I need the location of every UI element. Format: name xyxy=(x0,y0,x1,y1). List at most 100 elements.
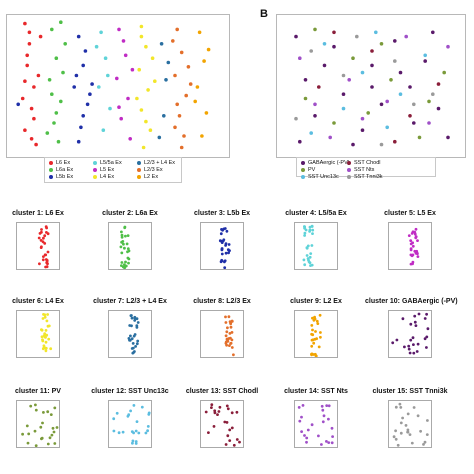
scatter-point xyxy=(144,44,148,49)
scatter-point xyxy=(126,256,130,260)
scatter-point xyxy=(45,226,48,230)
legend-item: L5/5a Ex xyxy=(93,160,122,167)
scatter-point xyxy=(427,121,431,125)
scatter-point xyxy=(25,424,29,428)
legend-marker xyxy=(93,174,97,179)
scatter-point xyxy=(25,53,30,58)
scatter-point xyxy=(220,258,224,262)
scatter-point xyxy=(50,92,54,96)
scatter-point xyxy=(404,424,408,427)
scatter-point xyxy=(235,410,239,414)
scatter-point xyxy=(409,338,413,342)
scatter-point xyxy=(411,241,414,245)
scatter-point xyxy=(42,344,46,348)
scatter-point xyxy=(302,258,306,262)
scatter-point xyxy=(38,34,43,39)
scatter-point xyxy=(396,443,400,447)
scatter-point xyxy=(45,131,50,135)
cluster-scatter-svg xyxy=(218,227,231,269)
scatter-point xyxy=(322,63,327,68)
scatter-point xyxy=(171,39,175,43)
scatter-point xyxy=(310,244,314,247)
legend-marker xyxy=(137,167,141,172)
scatter-point xyxy=(186,65,191,69)
scatter-point xyxy=(41,317,45,320)
scatter-point xyxy=(408,85,412,89)
scatter-point xyxy=(331,435,334,438)
scatter-point xyxy=(42,255,45,258)
cluster-title: cluster 1: L6 Ex xyxy=(12,210,64,217)
scatter-point xyxy=(50,27,54,32)
scatter-point xyxy=(311,338,315,342)
scatter-point xyxy=(179,50,184,55)
scatter-point xyxy=(144,431,148,435)
scatter-point xyxy=(85,102,90,107)
scatter-point xyxy=(61,70,65,75)
scatter-point xyxy=(322,414,326,418)
scatter-point xyxy=(54,56,59,60)
scatter-point xyxy=(325,404,329,407)
cluster-plot xyxy=(294,400,338,448)
cluster-plot xyxy=(294,222,338,270)
scatter-point xyxy=(130,314,133,317)
scatter-point xyxy=(218,405,222,409)
scatter-point xyxy=(123,263,126,267)
scatter-point xyxy=(436,82,441,86)
scatter-point xyxy=(341,73,346,78)
cluster-plot xyxy=(294,310,338,358)
scatter-point xyxy=(370,85,374,89)
scatter-point xyxy=(414,236,418,240)
scatter-point xyxy=(20,96,25,101)
scatter-point xyxy=(398,92,403,96)
cluster-scatter-svg xyxy=(407,227,420,266)
scatter-point xyxy=(320,404,324,408)
scatter-point xyxy=(417,135,422,140)
scatter-point xyxy=(52,430,56,434)
scatter-point xyxy=(135,342,139,346)
scatter-point xyxy=(425,346,428,349)
scatter-point xyxy=(97,85,101,89)
legend-label: L2/3 Ex xyxy=(144,167,163,173)
legend-item: L2 Ex xyxy=(137,174,158,181)
scatter-point xyxy=(300,415,303,419)
scatter-point xyxy=(409,253,413,257)
scatter-point xyxy=(413,314,417,318)
scatter-point xyxy=(224,443,228,446)
panel-a-scatter-plot xyxy=(6,14,230,158)
scatter-point xyxy=(81,114,85,118)
scatter-point xyxy=(225,229,229,233)
scatter-point xyxy=(322,42,327,46)
scatter-point xyxy=(23,79,27,83)
scatter-point xyxy=(99,30,103,35)
scatter-point xyxy=(146,429,149,433)
scatter-point xyxy=(228,344,231,347)
scatter-point xyxy=(351,56,355,60)
scatter-point xyxy=(223,266,227,269)
scatter-point xyxy=(228,332,232,335)
legend-label: GABAergic (-PV) xyxy=(308,160,350,166)
scatter-point xyxy=(44,253,48,257)
scatter-point xyxy=(34,403,37,407)
scatter-point xyxy=(395,338,399,342)
scatter-point xyxy=(317,434,320,438)
scatter-point xyxy=(135,420,139,423)
scatter-point xyxy=(41,258,45,262)
scatter-point xyxy=(303,225,307,229)
scatter-point xyxy=(41,240,45,244)
scatter-point xyxy=(313,315,316,319)
scatter-point xyxy=(37,236,41,240)
scatter-point xyxy=(46,250,50,254)
scatter-point xyxy=(423,337,427,341)
scatter-point xyxy=(50,433,54,437)
scatter-point xyxy=(219,232,223,236)
scatter-point xyxy=(385,99,389,104)
scatter-point xyxy=(370,49,374,53)
legend-item: SST Chodl xyxy=(347,160,381,167)
scatter-point xyxy=(88,92,92,96)
scatter-point xyxy=(115,411,119,415)
scatter-point xyxy=(150,56,155,60)
scatter-point xyxy=(136,339,140,343)
scatter-point xyxy=(42,236,45,240)
legend-marker xyxy=(301,174,305,179)
scatter-point xyxy=(139,24,144,29)
